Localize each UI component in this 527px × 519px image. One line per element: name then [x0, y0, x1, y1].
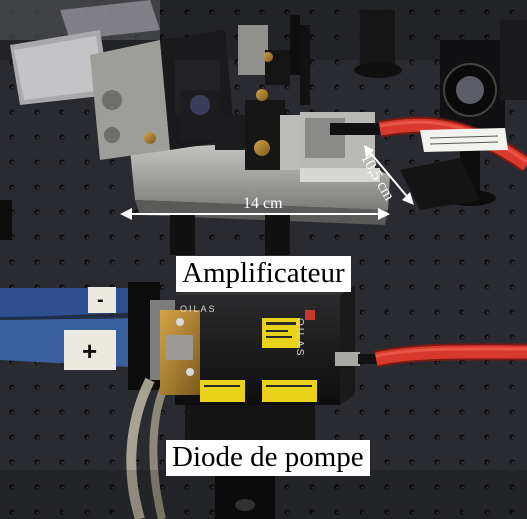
- brand-label-top: OILAS: [180, 304, 217, 314]
- plus-tag: [64, 330, 116, 370]
- fiber-top: [378, 118, 527, 171]
- minus-tag: [88, 287, 116, 313]
- sheet: [60, 0, 160, 40]
- warning-label-2: [200, 380, 245, 402]
- lens-holder: [245, 100, 285, 170]
- warning-label-3: [262, 380, 317, 402]
- mount-back: [360, 10, 395, 70]
- polarity-plus: +: [82, 336, 98, 366]
- cooling-tube: [126, 377, 155, 519]
- collimator-body: [330, 123, 380, 135]
- width-dimension-label: 14 cm: [243, 195, 283, 212]
- caption-amplifier: Amplificateur: [176, 256, 351, 292]
- polarity-minus: -: [97, 289, 104, 311]
- fiber-output-connector: [335, 352, 360, 366]
- caption-pump-diode: Diode de pompe: [166, 440, 370, 476]
- fiber-label: [420, 128, 508, 152]
- length-arrow: [367, 149, 411, 201]
- clamp: [400, 158, 480, 210]
- fiber-bottom: [374, 345, 527, 366]
- brand-label-side: OILAS: [294, 318, 305, 358]
